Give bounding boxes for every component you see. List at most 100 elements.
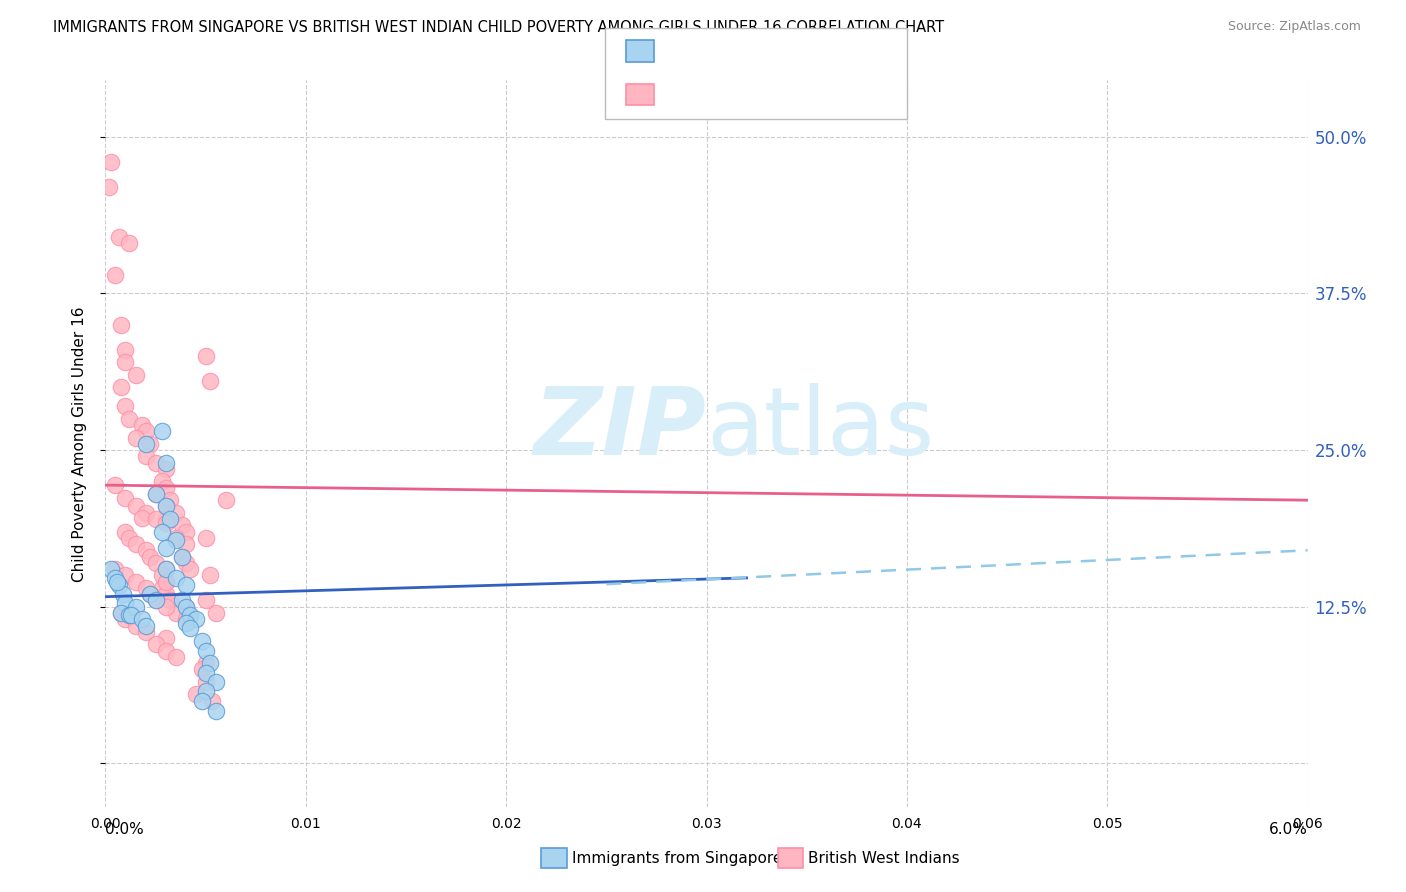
Point [145,487,167,501]
Point [155,541,177,555]
Point [194,666,217,681]
Point [179,621,201,635]
Point [145,512,167,526]
Point [194,349,217,363]
Point [155,500,177,514]
Point [165,606,187,620]
Text: 6.0%: 6.0% [1268,822,1308,838]
Point [104,562,127,576]
Text: 41: 41 [786,44,807,58]
Point [170,549,193,564]
Point [114,568,136,582]
Point [135,424,157,438]
Point [145,637,167,651]
Point [110,606,132,620]
Point [114,612,136,626]
Point [174,524,197,539]
Point [198,656,221,670]
Point [204,704,226,718]
Point [124,500,146,514]
Point [110,606,132,620]
Point [104,571,127,585]
Point [194,531,217,545]
Point [174,612,197,626]
Point [135,624,157,639]
Point [131,417,153,432]
Point [198,568,221,582]
Point [174,599,197,614]
Point [170,593,193,607]
Point [135,450,157,464]
Point [165,531,187,545]
Point [138,437,160,451]
Text: 83: 83 [786,87,807,101]
Point [110,380,132,394]
Point [108,578,131,592]
Text: -0.026: -0.026 [699,87,754,101]
Point [100,562,122,576]
Text: R =: R = [662,87,690,101]
Point [150,568,173,582]
Point [114,399,136,413]
Point [155,599,177,614]
Text: N =: N = [752,87,782,101]
Point [121,608,143,623]
Point [194,683,217,698]
Text: Source: ZipAtlas.com: Source: ZipAtlas.com [1227,20,1361,33]
Point [118,236,141,251]
Point [201,694,224,708]
Point [135,618,157,632]
Point [190,633,212,648]
Text: IMMIGRANTS FROM SINGAPORE VS BRITISH WEST INDIAN CHILD POVERTY AMONG GIRLS UNDER: IMMIGRANTS FROM SINGAPORE VS BRITISH WES… [53,20,945,35]
Point [179,608,201,623]
Point [150,524,173,539]
Point [174,556,197,570]
Point [150,424,173,438]
Point [179,562,201,576]
Text: 0.0%: 0.0% [105,822,145,838]
Point [112,587,135,601]
Point [198,374,221,388]
Point [114,355,136,369]
Point [124,537,146,551]
Point [124,618,146,632]
Point [159,493,181,508]
Point [155,562,177,576]
Point [100,154,122,169]
Point [194,643,217,657]
Point [118,608,141,623]
Text: British West Indians: British West Indians [808,851,960,865]
Point [165,649,187,664]
Point [165,506,187,520]
Point [131,612,153,626]
Point [108,230,131,244]
Point [190,662,212,676]
Point [194,674,217,689]
Point [174,578,197,592]
Point [124,599,146,614]
Point [135,437,157,451]
Point [155,456,177,470]
Point [204,674,226,689]
Point [145,556,167,570]
Point [118,411,141,425]
Point [124,430,146,444]
Point [204,606,226,620]
Point [110,318,132,332]
Point [155,587,177,601]
Point [138,587,160,601]
Point [155,500,177,514]
Point [114,596,136,610]
Point [170,518,193,533]
Point [174,615,197,630]
Point [104,268,127,282]
Point [194,656,217,670]
Point [138,587,160,601]
Point [165,533,187,548]
Point [114,524,136,539]
Text: N =: N = [752,44,782,58]
Point [174,537,197,551]
Point [104,478,127,492]
Point [155,562,177,576]
Point [190,694,212,708]
